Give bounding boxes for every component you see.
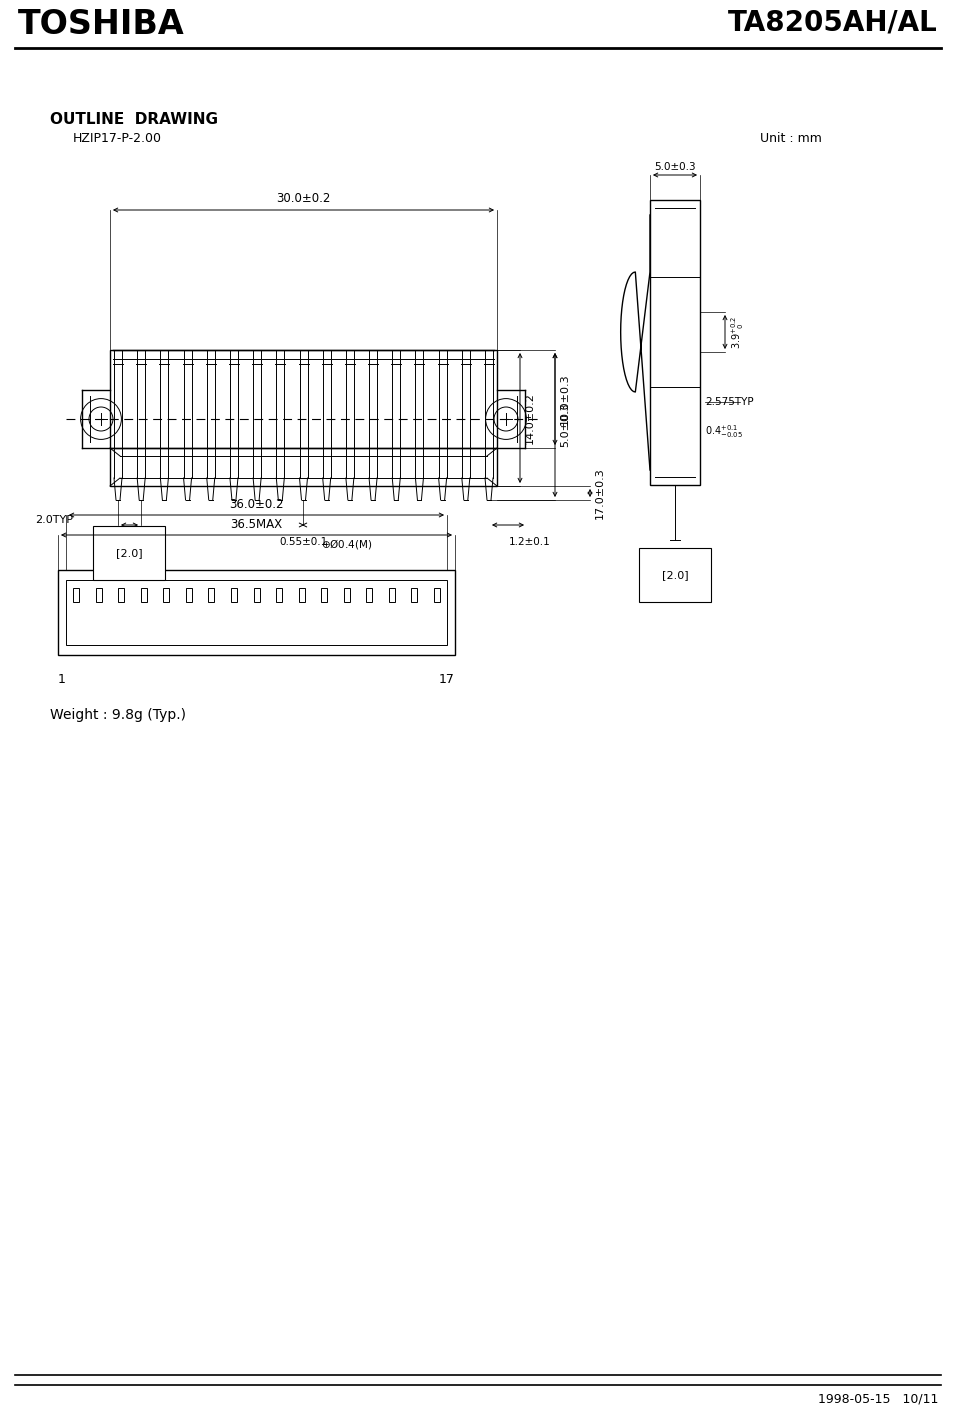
Bar <box>321 589 327 601</box>
Text: [2.0]: [2.0] <box>116 548 142 558</box>
Text: 36.5MAX: 36.5MAX <box>230 518 282 531</box>
Bar <box>119 589 124 601</box>
Text: 36.0±0.2: 36.0±0.2 <box>228 497 283 511</box>
Bar <box>231 589 237 601</box>
Text: HZIP17-P-2.00: HZIP17-P-2.00 <box>73 132 162 145</box>
Text: OUTLINE  DRAWING: OUTLINE DRAWING <box>50 112 218 126</box>
Bar <box>344 589 350 601</box>
Text: 30.0±0.2: 30.0±0.2 <box>276 192 330 205</box>
Text: [2.0]: [2.0] <box>662 570 688 580</box>
Bar <box>58 570 455 655</box>
Text: 10.0±0.3: 10.0±0.3 <box>560 374 570 424</box>
Text: 5.0±0.3: 5.0±0.3 <box>560 403 570 447</box>
Text: 2.0TYP: 2.0TYP <box>35 516 73 525</box>
Bar <box>73 589 79 601</box>
Bar <box>163 589 169 601</box>
Bar <box>411 589 418 601</box>
Text: Unit : mm: Unit : mm <box>760 132 822 145</box>
Text: 1: 1 <box>58 673 66 686</box>
Bar <box>185 589 192 601</box>
Bar <box>141 589 146 601</box>
Bar <box>434 589 440 601</box>
Bar <box>253 589 259 601</box>
Bar <box>366 589 372 601</box>
Text: $\oplus$Ø0.4$\mathregular{(M)}$: $\oplus$Ø0.4$\mathregular{(M)}$ <box>321 537 373 551</box>
Bar <box>66 580 447 645</box>
Bar <box>208 589 214 601</box>
Text: Weight : 9.8g (Typ.): Weight : 9.8g (Typ.) <box>50 708 186 722</box>
Text: 17: 17 <box>439 673 455 686</box>
Bar <box>110 350 497 448</box>
Text: 17.0±0.3: 17.0±0.3 <box>595 466 605 518</box>
Bar <box>276 589 282 601</box>
Bar <box>110 448 497 486</box>
Text: TOSHIBA: TOSHIBA <box>18 8 185 41</box>
Text: 2.575TYP: 2.575TYP <box>705 398 753 407</box>
Text: 3.9$^{+0.2}_{\ \ 0}$: 3.9$^{+0.2}_{\ \ 0}$ <box>729 316 746 348</box>
Bar <box>389 589 395 601</box>
Text: 5.0±0.3: 5.0±0.3 <box>654 162 696 171</box>
Text: 0.4$^{+0.1}_{-0.05}$: 0.4$^{+0.1}_{-0.05}$ <box>705 423 743 440</box>
Bar <box>650 200 700 485</box>
Text: TA8205AH/AL: TA8205AH/AL <box>728 8 938 37</box>
Bar <box>96 589 101 601</box>
Text: 1.2±0.1: 1.2±0.1 <box>509 537 551 547</box>
Bar <box>298 589 305 601</box>
Text: 14.0±0.2: 14.0±0.2 <box>525 392 535 444</box>
Text: 1998-05-15   10/11: 1998-05-15 10/11 <box>817 1392 938 1405</box>
Text: 0.55±0.1: 0.55±0.1 <box>279 537 327 547</box>
